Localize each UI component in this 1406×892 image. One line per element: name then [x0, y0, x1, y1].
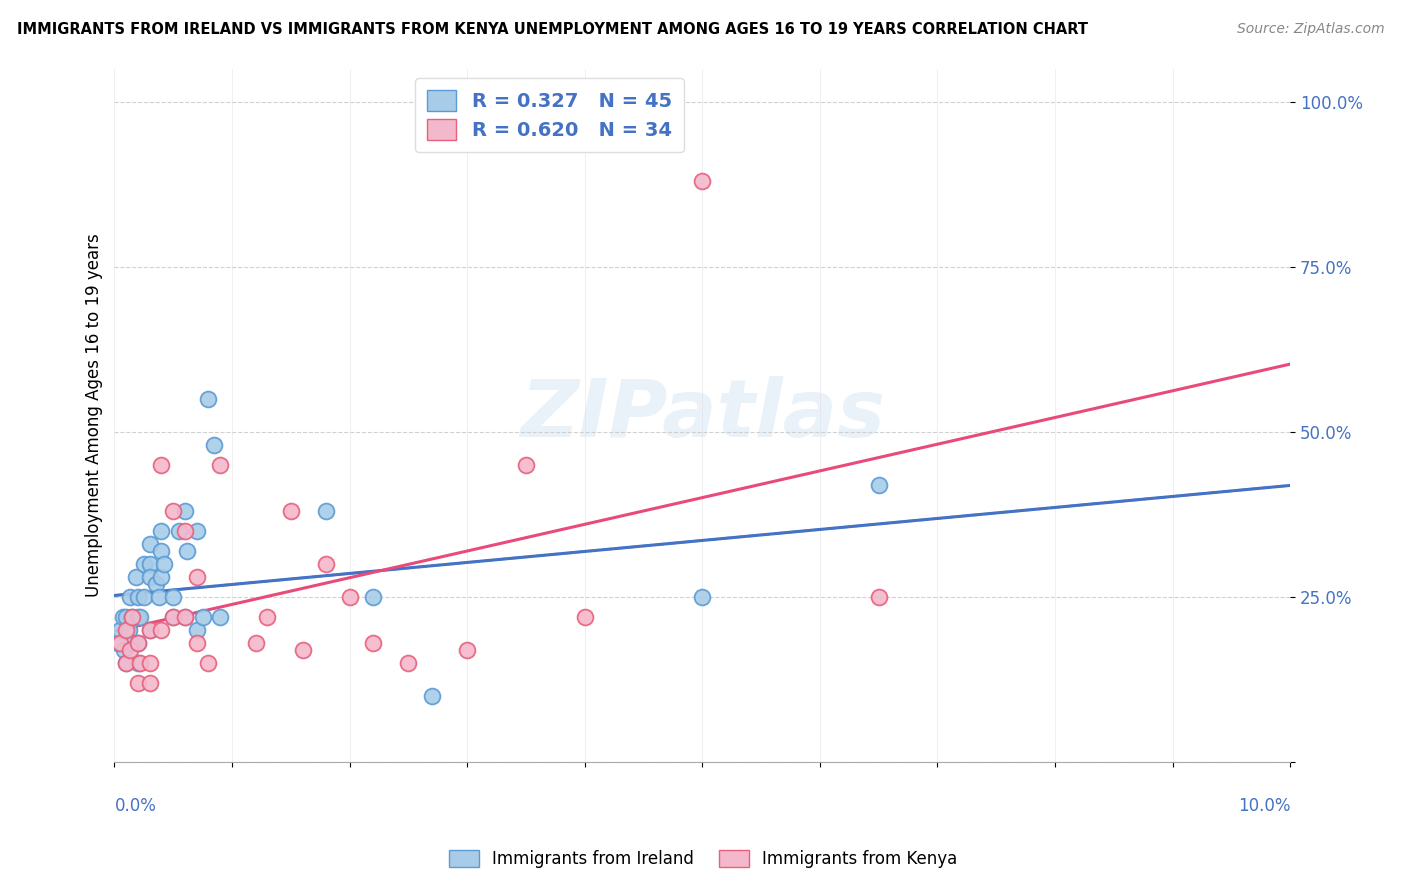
- Point: [129, 609, 152, 624]
- Point: [152, 557, 174, 571]
- Point: [361, 636, 384, 650]
- Point: [191, 609, 214, 624]
- Point: [124, 570, 146, 584]
- Point: [361, 590, 384, 604]
- Point: [132, 557, 155, 571]
- Point: [127, 609, 149, 624]
- Point: [209, 609, 232, 624]
- Point: [150, 524, 173, 538]
- Text: 10.0%: 10.0%: [1237, 797, 1291, 814]
- Point: [868, 477, 890, 491]
- Text: IMMIGRANTS FROM IRELAND VS IMMIGRANTS FROM KENYA UNEMPLOYMENT AMONG AGES 16 TO 1: IMMIGRANTS FROM IRELAND VS IMMIGRANTS FR…: [17, 22, 1088, 37]
- Point: [117, 623, 139, 637]
- Point: [138, 570, 160, 584]
- Point: [167, 524, 190, 538]
- Point: [456, 642, 478, 657]
- Point: [138, 623, 160, 637]
- Point: [107, 636, 129, 650]
- Point: [111, 609, 134, 624]
- Point: [186, 570, 208, 584]
- Point: [148, 590, 170, 604]
- Point: [138, 557, 160, 571]
- Point: [174, 504, 197, 518]
- Point: [115, 656, 138, 670]
- Point: [690, 590, 713, 604]
- Point: [127, 675, 149, 690]
- Point: [162, 504, 184, 518]
- Point: [868, 590, 890, 604]
- Y-axis label: Unemployment Among Ages 16 to 19 years: Unemployment Among Ages 16 to 19 years: [86, 234, 103, 597]
- Legend: R = 0.327   N = 45, R = 0.620   N = 34: R = 0.327 N = 45, R = 0.620 N = 34: [415, 78, 683, 152]
- Point: [127, 656, 149, 670]
- Point: [121, 636, 143, 650]
- Point: [129, 656, 152, 670]
- Point: [690, 174, 713, 188]
- Point: [115, 623, 138, 637]
- Point: [280, 504, 302, 518]
- Text: 0.0%: 0.0%: [114, 797, 156, 814]
- Point: [121, 609, 143, 624]
- Point: [174, 609, 197, 624]
- Point: [110, 623, 132, 637]
- Point: [396, 656, 419, 670]
- Point: [256, 609, 278, 624]
- Point: [162, 609, 184, 624]
- Point: [197, 392, 219, 406]
- Point: [162, 590, 184, 604]
- Point: [574, 609, 596, 624]
- Point: [174, 524, 197, 538]
- Point: [186, 524, 208, 538]
- Point: [145, 576, 167, 591]
- Point: [112, 642, 135, 657]
- Point: [150, 570, 173, 584]
- Text: Source: ZipAtlas.com: Source: ZipAtlas.com: [1237, 22, 1385, 37]
- Point: [315, 557, 337, 571]
- Point: [186, 636, 208, 650]
- Point: [186, 623, 208, 637]
- Point: [150, 623, 173, 637]
- Point: [291, 642, 314, 657]
- Point: [118, 590, 141, 604]
- Point: [127, 590, 149, 604]
- Point: [150, 458, 173, 472]
- Point: [138, 656, 160, 670]
- Point: [339, 590, 361, 604]
- Point: [202, 438, 225, 452]
- Point: [118, 642, 141, 657]
- Point: [150, 543, 173, 558]
- Point: [138, 623, 160, 637]
- Point: [197, 656, 219, 670]
- Point: [115, 656, 138, 670]
- Point: [115, 609, 138, 624]
- Point: [138, 537, 160, 551]
- Point: [162, 609, 184, 624]
- Point: [315, 504, 337, 518]
- Point: [176, 543, 198, 558]
- Text: ZIPatlas: ZIPatlas: [520, 376, 884, 454]
- Point: [245, 636, 267, 650]
- Legend: Immigrants from Ireland, Immigrants from Kenya: Immigrants from Ireland, Immigrants from…: [441, 843, 965, 875]
- Point: [127, 636, 149, 650]
- Point: [127, 636, 149, 650]
- Point: [132, 590, 155, 604]
- Point: [121, 609, 143, 624]
- Point: [138, 675, 160, 690]
- Point: [209, 458, 232, 472]
- Point: [174, 609, 197, 624]
- Point: [420, 689, 443, 703]
- Point: [515, 458, 537, 472]
- Point: [110, 636, 132, 650]
